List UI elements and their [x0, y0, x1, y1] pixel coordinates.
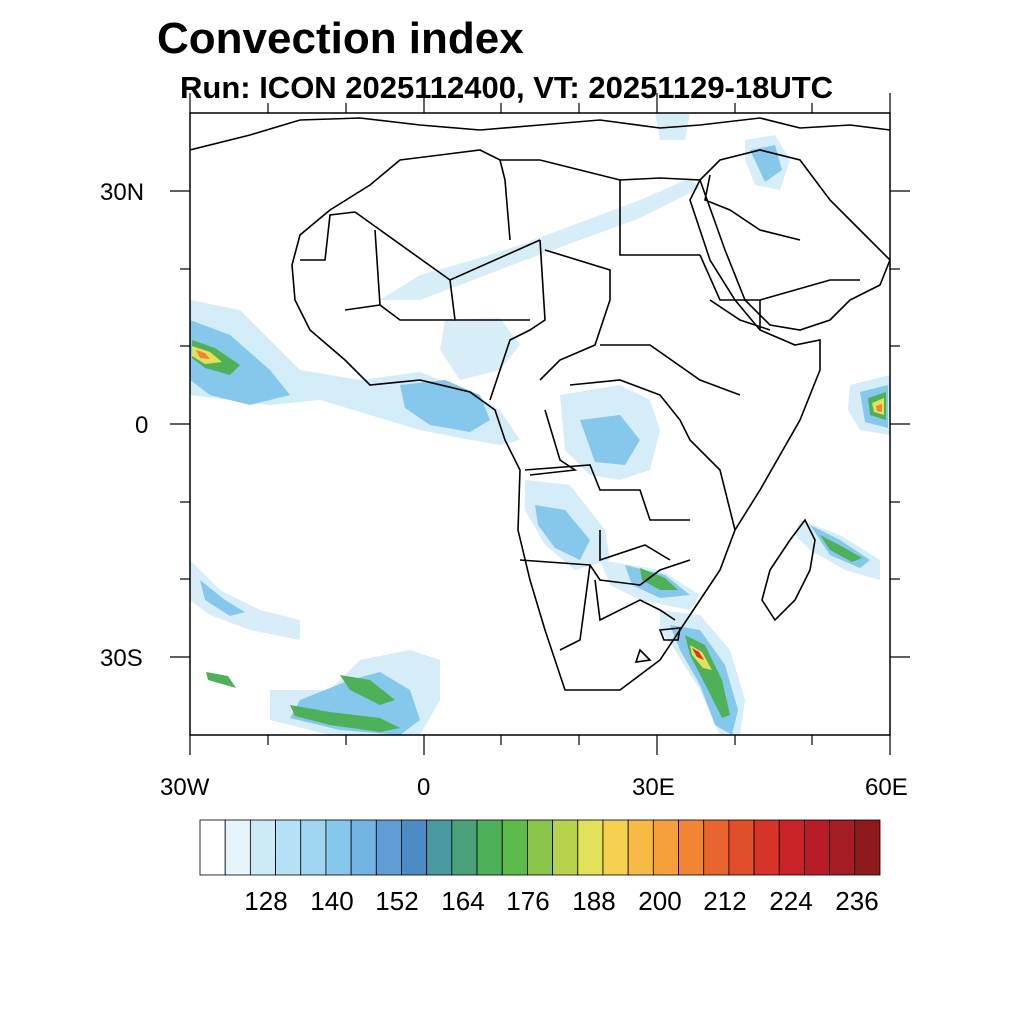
country-border: [529, 409, 578, 476]
country-border: [599, 530, 671, 562]
lon-label-0: 0: [417, 774, 431, 801]
convection-area-peak: [692, 648, 704, 660]
colorbar-swatch: [275, 819, 302, 876]
convection-area-strong: [290, 705, 400, 732]
convection-area-light: [440, 318, 520, 380]
country-border: [699, 254, 860, 301]
lat-label-30n: 30N: [100, 179, 145, 206]
country-border: [704, 174, 801, 241]
colorbar-swatch: [703, 819, 730, 876]
colorbar-swatch: [375, 819, 402, 876]
colorbar-swatch: [577, 819, 604, 876]
colorbar-label: 200: [638, 886, 682, 916]
colorbar-swatch: [728, 819, 755, 876]
country-border: [499, 159, 511, 241]
convection-area-peak: [196, 350, 210, 359]
colorbar-swatch: [350, 819, 377, 876]
country-border: [658, 627, 681, 641]
country-border: [619, 180, 700, 256]
colorbar-label: 140: [310, 886, 354, 916]
colorbar-swatch: [401, 819, 428, 876]
country-border: [539, 249, 611, 381]
convection-area-medium: [200, 580, 245, 616]
convection-area-medium: [190, 320, 290, 405]
europe-coastline: [190, 117, 890, 151]
chart-subtitle: Run: ICON 2025112400, VT: 20251129-18UTC: [180, 70, 834, 105]
colorbar-label: 224: [769, 886, 813, 916]
colorbar-swatch: [476, 819, 503, 876]
convection-area-strong: [340, 675, 395, 705]
convection-area-light: [380, 178, 700, 300]
colorbar-swatch: [300, 819, 327, 876]
convection-area-medium: [400, 380, 490, 432]
colorbar-swatch: [527, 819, 553, 876]
convection-area-light: [190, 560, 300, 640]
colorbar-swatch: [451, 819, 478, 876]
convection-area-medium: [535, 505, 590, 560]
colorbar-label: 176: [506, 886, 550, 916]
colorbar-swatch: [753, 819, 780, 876]
lon-label-30e: 30E: [632, 774, 675, 801]
coastlines: [190, 117, 890, 691]
convection-area-strong: [206, 672, 236, 688]
latitude-ticks: [170, 190, 910, 658]
colorbar-swatch: [678, 819, 705, 876]
arabia-coastline: [699, 149, 890, 331]
colorbar-label: 128: [244, 886, 288, 916]
chart-title: Convection index: [157, 14, 524, 63]
lon-label-60e: 60E: [865, 774, 908, 801]
colorbar-label: 152: [375, 886, 419, 916]
colorbar-swatch: [552, 819, 579, 876]
colorbar-swatch: [829, 819, 856, 876]
lat-label-0: 0: [135, 412, 149, 439]
country-border: [449, 279, 530, 321]
lat-label-30s: 30S: [100, 645, 143, 672]
colorbar-swatch: [627, 819, 654, 876]
colorbar-swatch: [602, 819, 629, 876]
colorbar-swatch: [199, 819, 226, 876]
madagascar-coastline: [761, 518, 816, 622]
colorbar-swatch: [249, 819, 276, 876]
convection-area-strong: [640, 568, 678, 590]
country-border: [489, 239, 546, 401]
convection-field: [190, 113, 890, 735]
country-border: [600, 344, 741, 396]
country-border: [379, 304, 455, 321]
colorbar-swatch: [778, 819, 805, 876]
map-frame: [189, 112, 891, 736]
colorbar: [199, 819, 881, 876]
colorbar-label: 236: [835, 886, 879, 916]
convection-area-peak: [876, 404, 882, 412]
colorbar-label: 164: [441, 886, 485, 916]
colorbar-swatch: [501, 819, 528, 876]
colorbar-swatch: [854, 819, 881, 876]
convection-area-peak: [192, 346, 222, 364]
lon-label-30w: 30W: [160, 774, 210, 801]
africa-coastline: [291, 149, 821, 691]
convection-area-medium: [580, 415, 640, 465]
colorbar-swatch: [224, 819, 251, 876]
country-border: [344, 229, 381, 311]
country-border: [559, 564, 591, 651]
colorbar-label: 212: [703, 886, 747, 916]
colorbar-swatch: [804, 819, 831, 876]
longitude-ticks: [189, 93, 891, 755]
colorbar-swatch: [325, 819, 352, 876]
colorbar-swatch: [652, 819, 679, 876]
colorbar-label: 188: [572, 886, 616, 916]
country-border: [569, 379, 736, 531]
country-border: [634, 648, 652, 663]
country-border: [594, 579, 676, 622]
convection-area-strong: [820, 535, 862, 562]
colorbar-swatch: [426, 819, 453, 876]
country-border: [300, 211, 356, 261]
country-border: [524, 464, 690, 521]
country-border: [519, 559, 691, 586]
